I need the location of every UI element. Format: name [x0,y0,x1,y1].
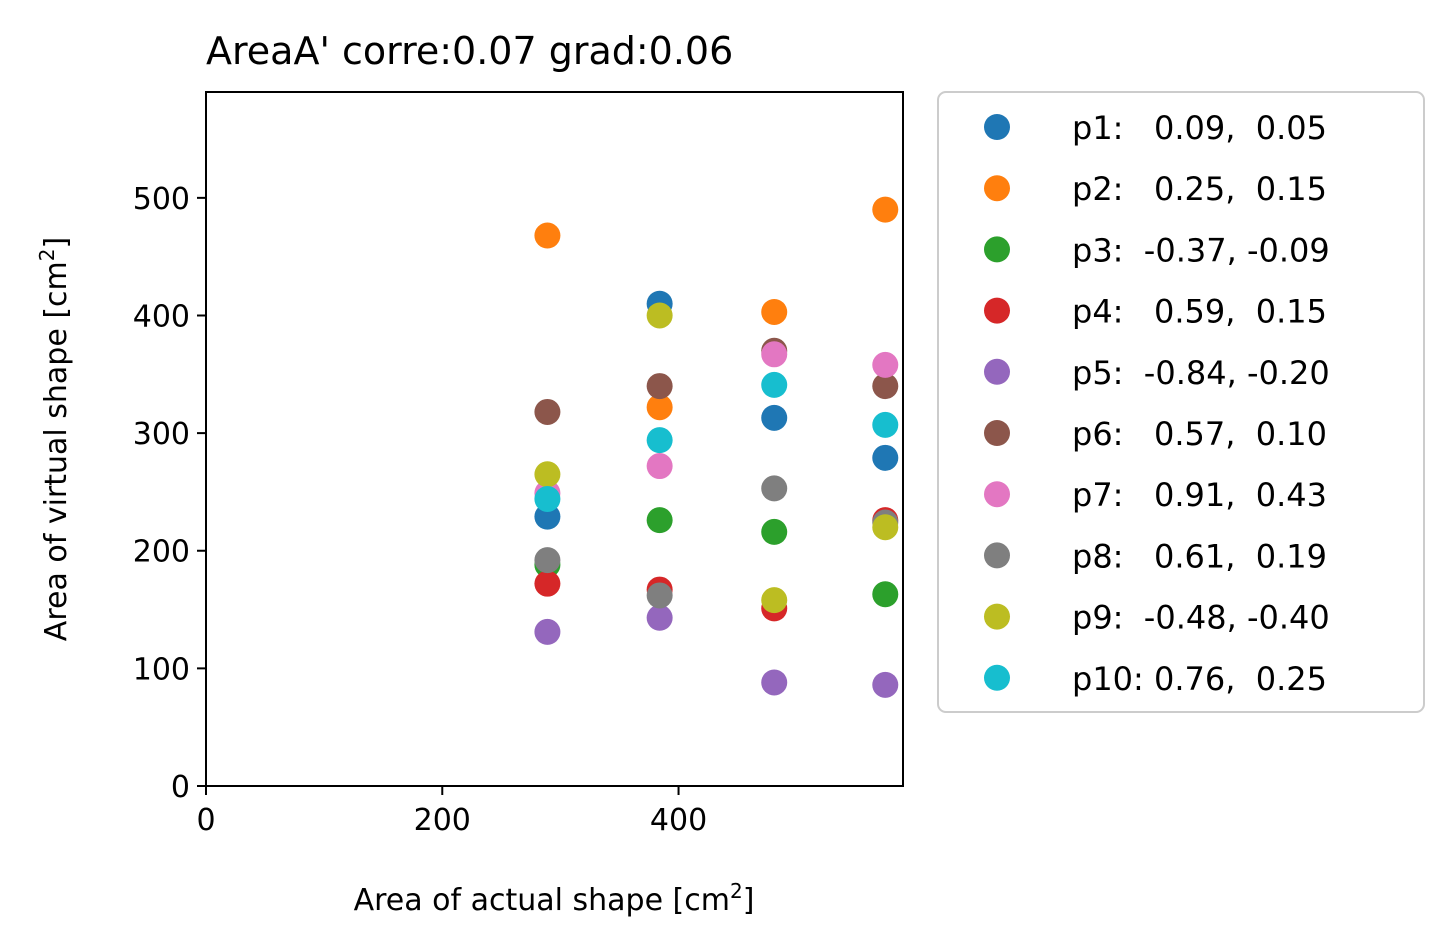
legend-item: p2: 0.25, 0.15 [984,170,1327,208]
legend-marker [984,114,1010,140]
legend-label: p6: 0.57, 0.10 [1072,415,1327,453]
data-point [872,581,899,608]
legend-label: p8: 0.61, 0.19 [1072,537,1327,575]
plot-frame [205,91,904,787]
plot-area [534,196,899,698]
legend-label: p7: 0.91, 0.43 [1072,476,1327,514]
legend-item: p6: 0.57, 0.10 [984,415,1327,453]
data-point [872,196,899,223]
data-point [534,570,561,597]
legend-marker [984,481,1010,508]
data-point [872,444,899,471]
data-point [872,351,899,378]
legend-marker [984,358,1010,385]
data-point [646,453,673,480]
data-point [534,547,561,574]
data-point [761,341,788,368]
data-point [761,404,788,431]
data-point [761,587,788,614]
series-p9 [534,302,899,614]
y-axis-label: Area of virtual shape [cm2] [35,237,74,641]
legend: p1: 0.09, 0.05 p2: 0.25, 0.15 p3: -0.37, -… [937,91,1425,713]
legend-item: p1: 0.09, 0.05 [984,109,1327,147]
legend-label: p5: -0.84, -0.20 [1072,354,1330,392]
data-point [534,222,561,249]
data-point [761,371,788,398]
legend-label: p10: 0.76, 0.25 [1072,660,1327,698]
legend-item: p10: 0.76, 0.25 [984,660,1327,698]
x-tick-label: 400 [650,803,707,838]
data-point [646,302,673,329]
legend-frame [937,91,1425,713]
data-point [646,604,673,631]
legend-marker [984,420,1010,446]
legend-item: p5: -0.84, -0.20 [984,354,1330,392]
data-point [872,514,899,541]
y-tick-label: 0 [171,770,190,805]
data-point [534,485,561,512]
data-point [646,582,673,609]
legend-label: p2: 0.25, 0.15 [1072,170,1327,208]
legend-marker [984,603,1010,630]
legend-marker [984,297,1010,324]
series-p5 [534,604,899,698]
data-point [534,398,561,425]
series-p10 [534,371,899,512]
legend-label: p1: 0.09, 0.05 [1072,109,1327,147]
data-point [646,507,673,534]
data-point [534,461,561,488]
x-axis-label: Area of actual shape [cm2] [354,879,755,918]
legend-item: p9: -0.48, -0.40 [984,599,1330,637]
legend-marker [984,664,1010,691]
data-point [761,298,788,325]
legend-item: p8: 0.61, 0.19 [984,537,1327,575]
data-point [761,475,788,502]
y-tick-label: 500 [133,182,190,217]
legend-marker [984,542,1010,569]
y-axis: 0 100 200 300 400 500 [133,182,206,805]
x-tick-label: 0 [196,803,215,838]
legend-label: p3: -0.37, -0.09 [1072,231,1330,269]
legend-item: p7: 0.91, 0.43 [984,476,1327,514]
legend-label: p4: 0.59, 0.15 [1072,293,1327,331]
data-point [761,518,788,545]
data-point [761,669,788,696]
y-tick-label: 300 [133,417,190,452]
data-point [872,373,899,400]
x-tick-label: 200 [414,803,471,838]
data-point [646,427,673,454]
legend-marker [984,175,1010,202]
legend-marker [984,236,1010,263]
series-p2 [534,196,899,421]
y-tick-label: 400 [133,299,190,334]
data-point [646,394,673,421]
data-point [872,411,899,438]
chart-title: AreaA' corre:0.07 grad:0.06 [206,29,733,73]
y-tick-label: 200 [133,535,190,570]
legend-item: p3: -0.37, -0.09 [984,231,1330,269]
x-axis: 0 200 400 [196,786,707,838]
legend-label: p9: -0.48, -0.40 [1072,599,1330,637]
data-point [872,671,899,698]
legend-item: p4: 0.59, 0.15 [984,293,1327,331]
data-point [646,373,673,400]
y-tick-label: 100 [133,652,190,687]
data-point [534,618,561,645]
